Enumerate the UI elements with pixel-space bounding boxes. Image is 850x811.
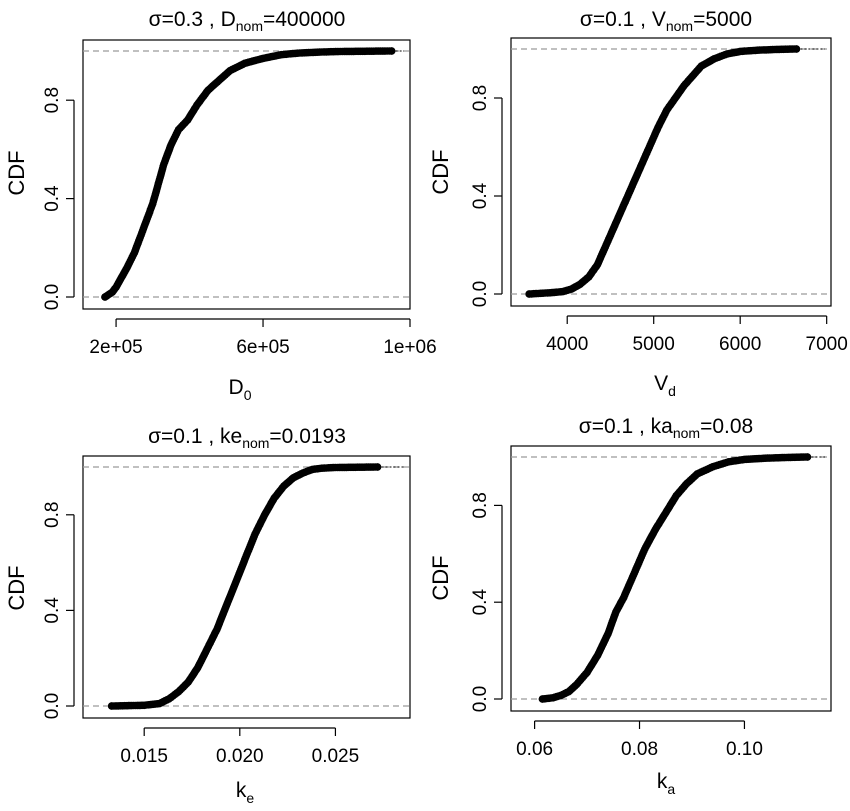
- panel-d0: σ=0.3 , Dnom=400000 CDF D0 2e+05 6e+05 1e+…: [4, 8, 437, 403]
- y-tick-label: 0.8: [470, 492, 491, 518]
- y-axis-label: CDF: [428, 149, 453, 194]
- panel-title: σ=0.1 , kanom=0.08: [579, 415, 753, 441]
- panel-ka: σ=0.1 , kanom=0.08 CDF ka 0.06 0.08 0.10 0.…: [428, 415, 832, 797]
- x-tick-label: 0.015: [120, 746, 168, 767]
- y-tick-label: 0.0: [470, 686, 491, 712]
- panel-ke: σ=0.1 , kenom=0.0193 CDF ke 0.015 0.020 0.…: [4, 425, 411, 806]
- x-tick-label: 0.025: [312, 746, 360, 767]
- x-axis-label: ke: [236, 779, 255, 806]
- y-tick-label: 0.8: [42, 502, 63, 528]
- x-tick-label: 2e+05: [89, 337, 142, 358]
- x-tick-label: 0.10: [726, 739, 763, 760]
- y-tick-label: 0.4: [470, 589, 491, 616]
- x-axis-label: Vd: [654, 372, 676, 399]
- ecdf-point: [101, 293, 109, 301]
- y-tick-label: 0.4: [42, 185, 63, 212]
- ecdf-curve: [101, 47, 396, 301]
- y-tick-label: 0.4: [470, 182, 491, 209]
- panel-title-prefix: σ=0.1 , ka: [579, 415, 673, 438]
- x-tick-label: 0.08: [621, 739, 658, 760]
- y-tick-label: 0.4: [42, 597, 63, 624]
- ecdf-point: [387, 47, 396, 55]
- panel-vd: σ=0.1 , Vnom=5000 CDF Vd 4000 5000 6000 700…: [428, 8, 848, 399]
- plot-frame: [510, 445, 832, 712]
- panel-title-subscript: nom: [666, 18, 693, 34]
- x-axis-label-subscript: d: [668, 383, 676, 399]
- y-tick-label: 0.0: [42, 284, 63, 310]
- y-tick-label: 0.8: [470, 85, 491, 111]
- panel-title-suffix: =5000: [693, 8, 752, 31]
- x-axis-label-main: k: [236, 779, 247, 802]
- panel-title: σ=0.3 , Dnom=400000: [149, 8, 346, 34]
- x-axis-label-main: D: [229, 376, 244, 399]
- y-axis-label: CDF: [4, 565, 29, 610]
- y-axis-label: CDF: [4, 150, 29, 195]
- panel-title-suffix: =0.08: [700, 415, 753, 438]
- x-axis-label-subscript: 0: [244, 387, 252, 403]
- ecdf-curve: [107, 463, 382, 710]
- y-tick-label: 0.0: [42, 693, 63, 719]
- x-tick-label: 0.020: [216, 746, 264, 767]
- x-axis-label-subscript: e: [246, 790, 254, 806]
- x-tick-label: 4000: [546, 334, 588, 355]
- ecdf-curve: [538, 453, 812, 703]
- plot-frame: [510, 37, 832, 307]
- x-axis-label-subscript: a: [667, 781, 675, 797]
- x-axis-label-main: k: [657, 770, 668, 793]
- y-axis-label: CDF: [428, 555, 453, 600]
- ecdf-point: [792, 45, 801, 53]
- ecdf-point: [525, 290, 533, 298]
- panel-title-subscript: nom: [236, 18, 263, 34]
- plot-frame: [82, 39, 411, 310]
- panel-title-subscript: nom: [673, 425, 700, 441]
- x-tick-label: 5000: [633, 334, 675, 355]
- panel-title-prefix: σ=0.1 , V: [580, 8, 666, 31]
- ecdf-curve: [525, 45, 801, 298]
- ecdf-point: [107, 702, 116, 710]
- x-axis-label-main: V: [654, 372, 668, 395]
- panel-title: σ=0.1 , Vnom=5000: [580, 8, 752, 34]
- x-tick-label: 1e+06: [383, 337, 436, 358]
- panel-title-prefix: σ=0.1 , ke: [148, 425, 242, 448]
- x-tick-label: 6e+05: [236, 337, 289, 358]
- ecdf-point: [538, 695, 547, 703]
- x-tick-label: 7000: [806, 334, 848, 355]
- x-axis-label: ka: [657, 770, 676, 797]
- x-tick-label: 0.06: [516, 739, 553, 760]
- ecdf-point: [373, 463, 382, 471]
- y-tick-label: 0.8: [42, 87, 63, 113]
- panel-title-subscript: nom: [242, 435, 269, 451]
- ecdf-point: [803, 453, 812, 461]
- panel-title-prefix: σ=0.3 , D: [149, 8, 236, 31]
- y-tick-label: 0.0: [470, 281, 491, 307]
- x-axis-label: D0: [229, 376, 252, 403]
- x-tick-label: 6000: [719, 334, 761, 355]
- panel-title: σ=0.1 , kenom=0.0193: [148, 425, 346, 451]
- panel-title-suffix: =0.0193: [269, 425, 346, 448]
- panel-title-suffix: =400000: [263, 8, 345, 31]
- plot-frame: [82, 455, 411, 719]
